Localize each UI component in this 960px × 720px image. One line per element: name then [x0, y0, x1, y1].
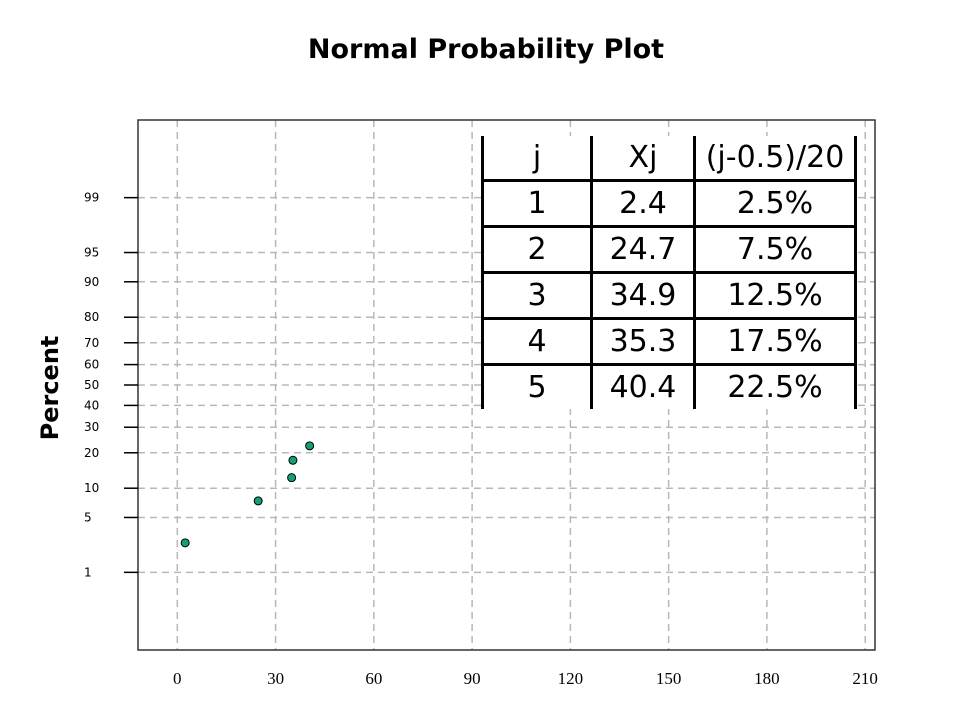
data-point — [305, 441, 315, 451]
data-points — [180, 441, 315, 548]
y-tick-label: 1 — [84, 565, 92, 579]
table-cell: 40.4 — [590, 364, 696, 409]
x-tick-label: 60 — [365, 669, 382, 688]
x-tick-label: 0 — [173, 669, 182, 688]
table-header-row: j Xj (j-0.5)/20 — [481, 136, 857, 182]
table-cell: 2.4 — [590, 180, 696, 228]
y-tick-label: 60 — [84, 358, 99, 372]
x-tick-label: 30 — [267, 669, 284, 688]
table-row: 3 34.9 12.5% — [481, 272, 857, 320]
y-tick-label: 20 — [84, 446, 99, 460]
table-cell: 5 — [481, 364, 593, 409]
table-row: 5 40.4 22.5% — [481, 364, 857, 409]
table-cell: 24.7 — [590, 226, 696, 274]
y-tick-label: 50 — [84, 378, 99, 392]
y-tick-label: 80 — [84, 310, 99, 324]
table-cell: 17.5% — [693, 318, 857, 366]
data-point — [288, 455, 298, 465]
x-tick-label: 120 — [558, 669, 584, 688]
data-table: j Xj (j-0.5)/20 1 2.4 2.5% 2 24.7 7.5% 3… — [481, 136, 857, 409]
chart-title: Normal Probability Plot — [308, 34, 664, 65]
y-tick-label: 5 — [84, 510, 92, 524]
x-tick-label: 150 — [656, 669, 682, 688]
data-point — [287, 473, 297, 483]
table-row: 1 2.4 2.5% — [481, 180, 857, 228]
table-cell: 1 — [481, 180, 593, 228]
table-cell: 2 — [481, 226, 593, 274]
x-axis-ticks: 0 30 60 90 120 150 180 210 — [173, 669, 878, 688]
y-tick-label: 10 — [84, 481, 99, 495]
y-tick-label: 70 — [84, 336, 99, 350]
data-point — [180, 538, 190, 548]
table-cell: 7.5% — [693, 226, 857, 274]
y-tick-label: 95 — [84, 246, 99, 260]
table-row: 2 24.7 7.5% — [481, 226, 857, 274]
x-tick-label: 90 — [464, 669, 481, 688]
data-point — [253, 496, 263, 506]
table-header-cell: (j-0.5)/20 — [693, 136, 857, 182]
x-tick-label: 210 — [852, 669, 878, 688]
x-tick-label: 180 — [754, 669, 780, 688]
table-cell: 35.3 — [590, 318, 696, 366]
table-cell: 3 — [481, 272, 593, 320]
table-cell: 12.5% — [693, 272, 857, 320]
y-tick-label: 40 — [84, 398, 99, 412]
y-axis-label: Percent — [36, 336, 64, 441]
table-cell: 4 — [481, 318, 593, 366]
y-axis-ticks: 1 5 10 20 30 40 50 60 70 80 90 95 99 — [84, 191, 138, 579]
y-tick-label: 30 — [84, 420, 99, 434]
y-tick-label: 90 — [84, 275, 99, 289]
table-header-cell: j — [481, 136, 593, 182]
table-header-cell: Xj — [590, 136, 696, 182]
table-cell: 34.9 — [590, 272, 696, 320]
table-cell: 2.5% — [693, 180, 857, 228]
y-tick-label: 99 — [84, 191, 99, 205]
table-row: 4 35.3 17.5% — [481, 318, 857, 366]
table-cell: 22.5% — [693, 364, 857, 409]
